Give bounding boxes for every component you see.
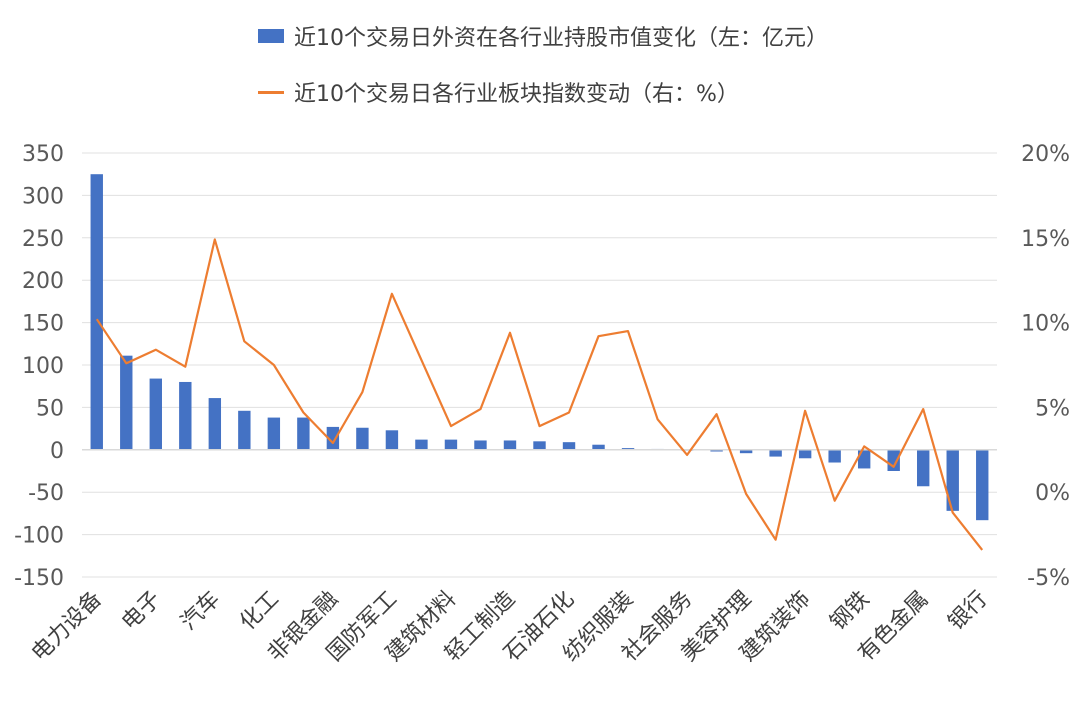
bar	[385, 430, 399, 450]
category-labels: 电力设备 电子 汽车 化工非银金融国防军工建筑材料轻工制造石油石化纺织服装社会服务美容…	[27, 587, 992, 667]
right-tick-label: 10%	[1021, 312, 1070, 337]
left-tick-label: 150	[22, 312, 64, 337]
right-tick-label: 5%	[1035, 396, 1070, 421]
bar	[474, 440, 487, 450]
right-tick-label: 20%	[1021, 142, 1070, 167]
legend-swatch-bar	[258, 29, 284, 43]
right-tick-label: 15%	[1021, 227, 1070, 252]
bar	[769, 449, 782, 457]
right-tick-label: -5%	[1027, 566, 1070, 591]
bar	[267, 417, 281, 450]
bar	[976, 449, 989, 521]
left-tick-label: 50	[36, 396, 64, 421]
gridlines	[82, 152, 997, 578]
category-label: 化工	[235, 587, 284, 636]
bar	[415, 439, 428, 450]
right-tick-label: 0%	[1035, 481, 1070, 506]
legend-item-foreign-holdings: 近10个交易日外资在各行业持股市值变化（左：亿元）	[258, 20, 828, 52]
bar	[356, 427, 369, 450]
line-path	[95, 238, 984, 551]
category-label: 电子	[117, 587, 166, 636]
line-series	[95, 238, 984, 551]
bar	[857, 449, 871, 469]
bar	[149, 378, 162, 450]
legend-item-index-change: 近10个交易日各行业板块指数变动（右：%）	[258, 76, 739, 108]
left-tick-label: 350	[22, 142, 64, 167]
bar	[828, 449, 841, 463]
bar	[238, 410, 251, 450]
bar	[621, 448, 635, 450]
bar	[710, 449, 723, 452]
bar	[297, 417, 310, 450]
left-tick-label: -150	[14, 566, 64, 591]
left-tick-label: 200	[22, 269, 64, 294]
bar	[533, 441, 546, 450]
bar-series	[90, 174, 989, 521]
bar	[179, 381, 192, 450]
legend-label-line: 近10个交易日各行业板块指数变动（右：%）	[294, 82, 739, 107]
bar	[592, 444, 605, 450]
left-tick-label: 0	[50, 439, 64, 464]
bar	[917, 449, 930, 487]
bar	[503, 440, 517, 450]
left-tick-label: -50	[28, 481, 64, 506]
category-label: 汽车	[176, 587, 225, 636]
bar	[90, 174, 103, 450]
right-axis-ticks: 20% 15% 10% 5% 0% -5%	[1021, 142, 1070, 591]
bar	[444, 439, 458, 450]
left-tick-label: -100	[14, 524, 64, 549]
left-axis-ticks: 350 300 250 200 150 100 50 0 -50 -100 -150	[14, 142, 64, 591]
category-label: 钢铁	[826, 587, 875, 636]
bar	[562, 442, 576, 450]
bar	[798, 449, 812, 459]
left-tick-label: 300	[22, 184, 64, 209]
bar	[946, 449, 959, 511]
legend-label-bar: 近10个交易日外资在各行业持股市值变化（左：亿元）	[294, 26, 828, 51]
bar	[208, 398, 222, 450]
left-tick-label: 250	[22, 227, 64, 252]
category-label: 电力设备	[27, 587, 107, 667]
legend-swatch-line	[258, 90, 284, 94]
category-label: 银行	[944, 587, 993, 636]
bar	[120, 355, 133, 450]
bar	[739, 449, 753, 454]
left-tick-label: 100	[22, 354, 64, 379]
bar	[326, 426, 340, 450]
